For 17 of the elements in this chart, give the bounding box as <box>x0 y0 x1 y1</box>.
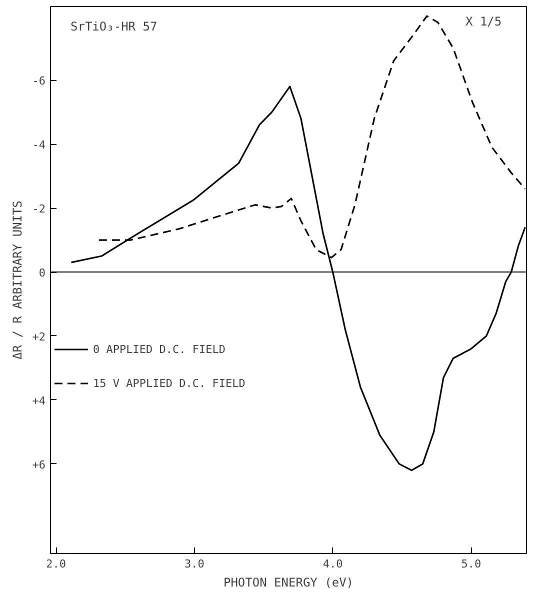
y-tick-label: -4 <box>32 138 46 152</box>
y-tick-label: -2 <box>32 202 46 216</box>
legend-label: 15 V APPLIED D.C. FIELD <box>93 376 246 390</box>
y-tick-label: -6 <box>32 74 46 88</box>
y-tick-label: +4 <box>32 394 46 408</box>
x-axis-title: PHOTON ENERGY (eV) <box>223 576 354 590</box>
legend-label: 0 APPLIED D.C. FIELD <box>93 342 226 356</box>
y-axis-title: ΔR / R ARBITRARY UNITS <box>10 200 24 360</box>
x-tick-label: 3.0 <box>184 558 204 570</box>
annotation: X 1/5 <box>466 14 502 28</box>
annotation: SrTiO₃-HR 57 <box>70 20 158 34</box>
x-tick-label: 2.0 <box>46 558 66 570</box>
y-tick-label: 0 <box>38 266 46 280</box>
x-tick-label: 5.0 <box>461 558 482 570</box>
x-tick-label: 4.0 <box>322 558 343 570</box>
y-tick-label: +2 <box>32 330 46 344</box>
y-tick-label: +6 <box>32 458 46 472</box>
